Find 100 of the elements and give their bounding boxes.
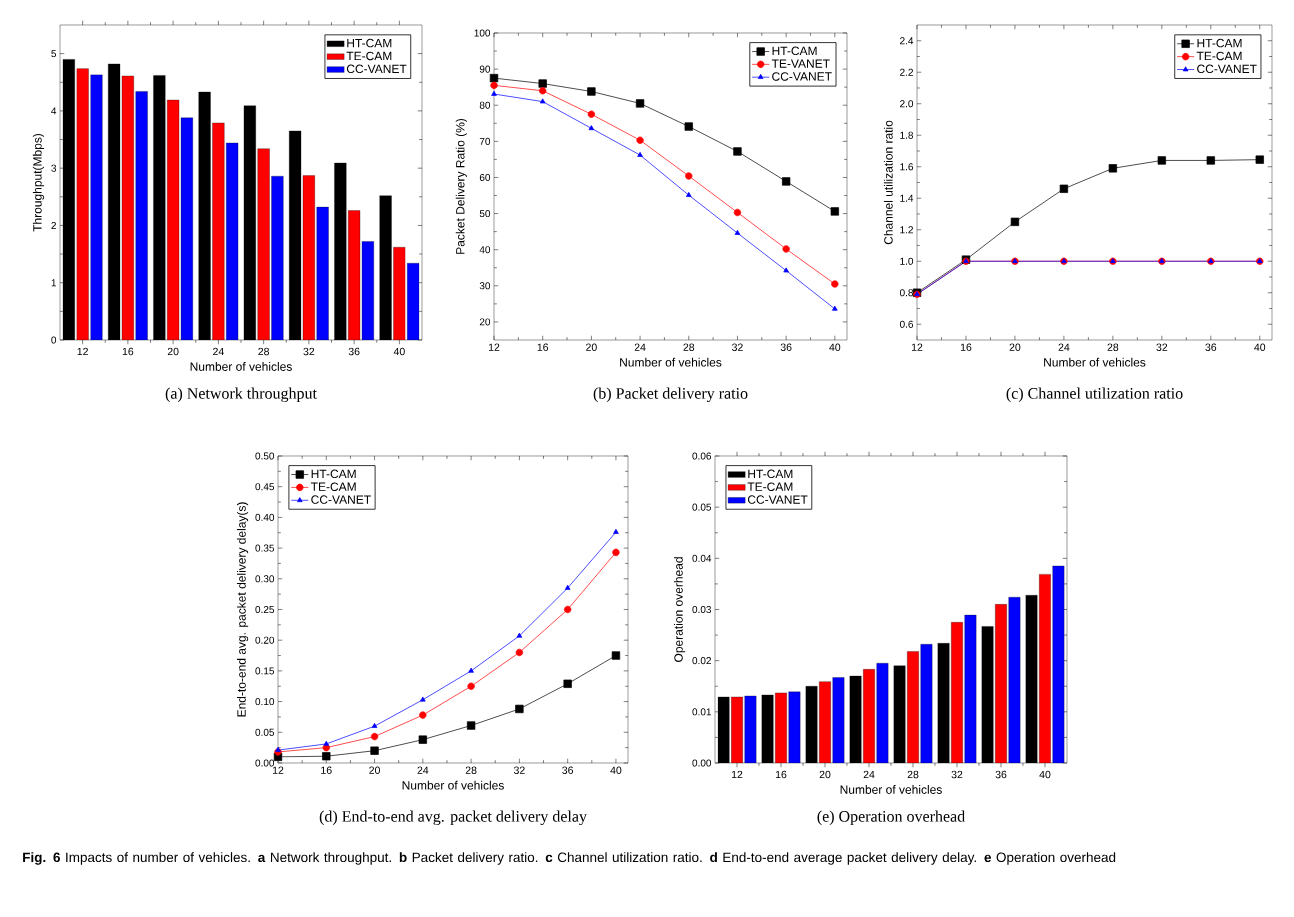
x-tick-label: 28 — [683, 343, 695, 351]
y-axis-title: Operation overhead — [673, 557, 686, 662]
y-tick-label: 0.40 — [255, 513, 275, 521]
x-tick-label: 12 — [911, 343, 923, 351]
x-tick-label: 24 — [1058, 343, 1070, 351]
y-tick-label: 1.0 — [900, 257, 914, 265]
legend-label: HT-CAM — [1197, 38, 1242, 48]
legend-label: TE-CAM — [346, 51, 392, 61]
text: (d) End-to-end avg. packet delivery delay — [319, 810, 587, 826]
y-tick-label: 0.30 — [255, 575, 275, 583]
x-tick-label: 20 — [369, 766, 380, 774]
x-axis-title: Number of vehicles — [840, 785, 942, 794]
y-tick-label: 0.6 — [899, 320, 914, 328]
y-axis-title: Channel utilization ratio — [883, 120, 893, 245]
y-tick-label: 0.50 — [255, 452, 275, 460]
x-tick-label: 28 — [465, 766, 477, 774]
y-tick-label: 1 — [51, 279, 56, 287]
legend-label: CC-VANET — [311, 495, 371, 504]
y-tick-label: 0.04 — [692, 554, 712, 562]
legend-label: TE-CAM — [1196, 51, 1242, 61]
y-tick-label: 50 — [479, 210, 491, 218]
text: (e) Operation overhead — [817, 810, 965, 826]
x-tick-label: 24 — [417, 766, 429, 774]
y-tick-label: 0.35 — [255, 544, 275, 552]
y-tick-label: 5 — [51, 50, 57, 58]
y-tick-label: 0.02 — [692, 657, 711, 665]
legend-label: CC-VANET — [747, 495, 808, 504]
x-tick-label: 40 — [1254, 343, 1266, 351]
y-tick-label: 1.6 — [900, 163, 914, 171]
x-tick-label: 40 — [1039, 770, 1051, 779]
y-tick-label: 0.01 — [692, 708, 711, 716]
legend-label: TE-CAM — [747, 482, 793, 491]
legend-label: HT-CAM — [772, 46, 817, 56]
y-tick-label: 0.8 — [899, 289, 914, 297]
x-tick-label: 36 — [1205, 343, 1217, 351]
x-tick-label: 24 — [863, 770, 875, 779]
legend-label: TE-VANET — [771, 59, 830, 68]
x-tick-label: 40 — [829, 343, 841, 351]
y-tick-label: 4 — [51, 107, 57, 115]
x-tick-label: 12 — [272, 766, 284, 774]
y-tick-label: 0.25 — [255, 605, 275, 614]
x-tick-label: 24 — [213, 347, 224, 356]
y-tick-label: 60 — [479, 173, 491, 181]
x-tick-label: 12 — [731, 770, 743, 779]
y-tick-label: 0 — [51, 336, 57, 344]
y-tick-label: 0.10 — [255, 698, 275, 706]
x-tick-label: 36 — [780, 343, 792, 351]
y-tick-label: 0.15 — [255, 667, 275, 675]
y-tick-label: 1.8 — [900, 131, 914, 139]
y-tick-label: 0.00 — [692, 759, 712, 767]
legend-label: HT-CAM — [347, 38, 392, 48]
x-tick-label: 36 — [995, 770, 1007, 779]
text: Fig. 6 Impacts of number of vehicles. a Network throughput. b Packet delivery ratio. c Channel utilization ratio. d End-to-end average packet delivery delay. e Operation overhead — [23, 852, 1116, 865]
text: (b) Packet delivery ratio — [593, 387, 748, 403]
x-tick-label: 32 — [1156, 343, 1168, 351]
y-tick-label: 30 — [479, 282, 491, 290]
x-tick-label: 16 — [122, 347, 134, 356]
x-tick-label: 12 — [77, 347, 88, 356]
x-tick-label: 20 — [586, 343, 597, 351]
y-tick-label: 90 — [479, 65, 491, 73]
x-tick-label: 32 — [951, 770, 963, 779]
x-axis-title: Number of vehicles — [190, 362, 292, 371]
legend-label: CC-VANET — [772, 72, 832, 81]
y-axis-title: End-to-end avg. packet delivery delay(s) — [236, 502, 249, 717]
y-tick-label: 100 — [474, 29, 491, 37]
x-axis-title: Number of vehicles — [402, 780, 504, 790]
legend-label: HT-CAM — [748, 469, 793, 479]
y-tick-label: 3 — [51, 164, 57, 172]
y-tick-label: 0.05 — [692, 503, 712, 511]
y-tick-label: 2 — [51, 221, 56, 229]
y-tick-label: 0.00 — [255, 759, 275, 767]
y-tick-label: 2.0 — [900, 100, 914, 108]
y-tick-label: 80 — [479, 101, 491, 109]
y-tick-label: 1.4 — [900, 194, 914, 202]
y-tick-label: 2.4 — [900, 37, 914, 45]
x-tick-label: 28 — [258, 347, 270, 356]
x-tick-label: 16 — [960, 343, 972, 351]
y-tick-label: 0.05 — [255, 728, 275, 736]
x-tick-label: 32 — [303, 347, 315, 356]
x-tick-label: 20 — [167, 347, 179, 356]
x-tick-label: 16 — [537, 343, 549, 351]
y-tick-label: 0.06 — [692, 452, 712, 460]
y-axis-title: Throughput(Mbps) — [32, 133, 45, 232]
x-tick-label: 16 — [775, 770, 787, 779]
x-axis-title: Number of vehicles — [1044, 357, 1146, 367]
y-tick-label: 0.45 — [255, 483, 275, 491]
x-tick-label: 28 — [907, 770, 919, 779]
x-tick-label: 20 — [819, 770, 831, 779]
y-tick-label: 0.03 — [692, 605, 712, 614]
x-tick-label: 36 — [562, 766, 574, 774]
y-tick-label: 40 — [479, 246, 491, 254]
x-tick-label: 24 — [634, 343, 646, 351]
x-axis-title: Number of vehicles — [620, 357, 722, 367]
x-tick-label: 36 — [348, 347, 360, 356]
x-tick-label: 20 — [1009, 343, 1021, 351]
y-tick-label: 0.20 — [255, 636, 275, 644]
text: (a) Network throughput — [165, 387, 317, 403]
x-tick-label: 32 — [513, 766, 525, 774]
legend-label: TE-CAM — [310, 482, 356, 491]
legend-label: CC-VANET — [1197, 64, 1257, 74]
